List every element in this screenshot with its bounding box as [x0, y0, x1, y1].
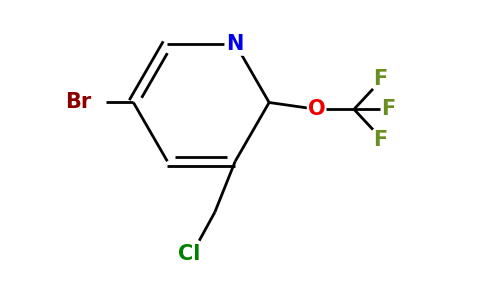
Text: F: F	[381, 99, 395, 119]
Text: O: O	[308, 99, 325, 119]
Text: Cl: Cl	[178, 244, 200, 264]
Text: F: F	[373, 130, 387, 150]
Text: Br: Br	[65, 92, 91, 112]
Text: N: N	[227, 34, 244, 54]
Text: F: F	[373, 69, 387, 89]
